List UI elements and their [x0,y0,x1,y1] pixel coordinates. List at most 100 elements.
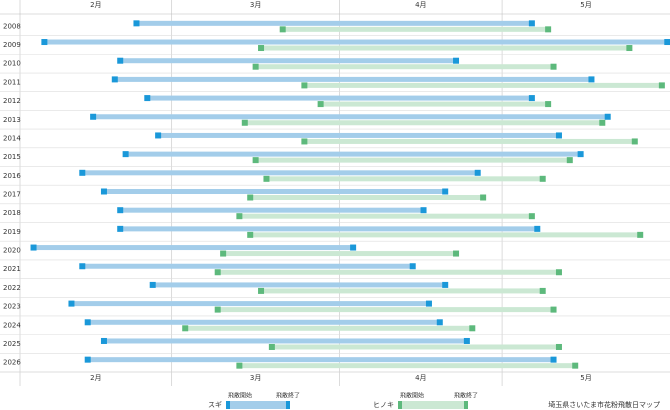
start-marker [68,300,75,307]
x-tick-label: 4月 [415,374,426,382]
end-marker [545,101,552,108]
start-marker [79,169,86,176]
start-marker [182,325,189,332]
start-marker [41,39,48,46]
end-marker [453,57,460,64]
legend-bar [226,401,290,409]
year-label: 2026 [3,359,21,367]
range-bar [304,82,662,88]
range-bar [282,26,549,32]
legend-bar [398,401,468,409]
start-marker [79,263,86,270]
year-label: 2016 [3,172,21,180]
range-bar [266,176,543,182]
year-label: 2012 [3,97,21,105]
x-tick-label: 5月 [580,1,591,9]
range-bar [239,213,532,219]
end-marker [534,225,541,232]
x-tick-label: 5月 [580,374,591,382]
start-marker [100,337,107,344]
end-marker [528,95,535,102]
range-bar [320,101,549,107]
range-bar [136,20,532,26]
range-bar [93,114,608,120]
year-label: 2018 [3,209,21,217]
range-bar [120,58,457,64]
x-tick-label: 3月 [250,1,261,9]
legend-label: スギ [208,401,222,409]
end-marker [425,300,432,307]
start-marker [279,26,286,33]
range-bar [217,269,559,275]
range-bar [239,363,576,369]
start-marker [252,63,259,70]
end-marker [577,151,584,158]
legend-marker [286,401,290,409]
year-label: 2011 [3,78,21,86]
start-marker [258,45,265,52]
year-label: 2024 [3,321,21,329]
start-marker [236,213,243,220]
range-bar [271,344,559,350]
start-marker [100,188,107,195]
end-marker [539,175,546,182]
end-marker [626,45,633,52]
range-bar [82,263,413,269]
range-bar [223,251,457,257]
end-marker [550,63,557,70]
year-label: 2019 [3,228,21,236]
range-bar [87,357,554,363]
legend-marker [398,401,402,409]
end-marker [631,138,638,145]
year-label: 2020 [3,247,21,255]
x-tick-label: 2月 [90,374,101,382]
year-label: 2014 [3,134,21,142]
start-marker [30,244,37,251]
end-marker [463,337,470,344]
start-marker [84,319,91,326]
legend-label: ヒノキ [373,401,394,409]
range-bar [120,207,424,213]
range-bar [255,64,554,70]
legend-start: 飛散開始 [400,392,424,400]
end-marker [420,207,427,214]
end-marker [409,263,416,270]
year-label: 2017 [3,191,21,199]
end-marker [550,306,557,313]
end-marker [555,343,562,350]
end-marker [528,213,535,220]
range-bar [120,226,538,232]
year-label: 2008 [3,22,21,30]
year-label: 2023 [3,303,21,311]
caption: 埼玉県さいたま市花粉飛散日マップ [548,400,660,409]
range-bar [33,245,354,251]
start-marker [252,157,259,164]
range-bar [250,195,484,200]
start-marker [247,231,254,238]
start-marker [117,57,124,64]
start-marker [122,151,129,158]
start-marker [301,82,308,89]
start-marker [317,101,324,108]
start-marker [241,119,248,126]
end-marker [599,119,606,126]
start-marker [247,194,254,201]
start-marker [214,269,221,276]
start-marker [111,76,118,83]
end-marker [528,20,535,27]
year-label: 2025 [3,340,21,348]
range-bar [87,319,440,325]
range-bar [244,120,603,126]
legend-marker [226,401,230,409]
year-label: 2009 [3,41,21,49]
range-bar [147,95,532,101]
end-marker [664,39,670,46]
end-marker [604,113,611,120]
end-marker [539,287,546,294]
range-bar [82,170,478,176]
x-tick-label: 3月 [250,374,261,382]
range-bar [152,282,446,288]
range-bar [261,45,630,51]
range-bar [217,307,554,313]
end-marker [545,26,552,33]
